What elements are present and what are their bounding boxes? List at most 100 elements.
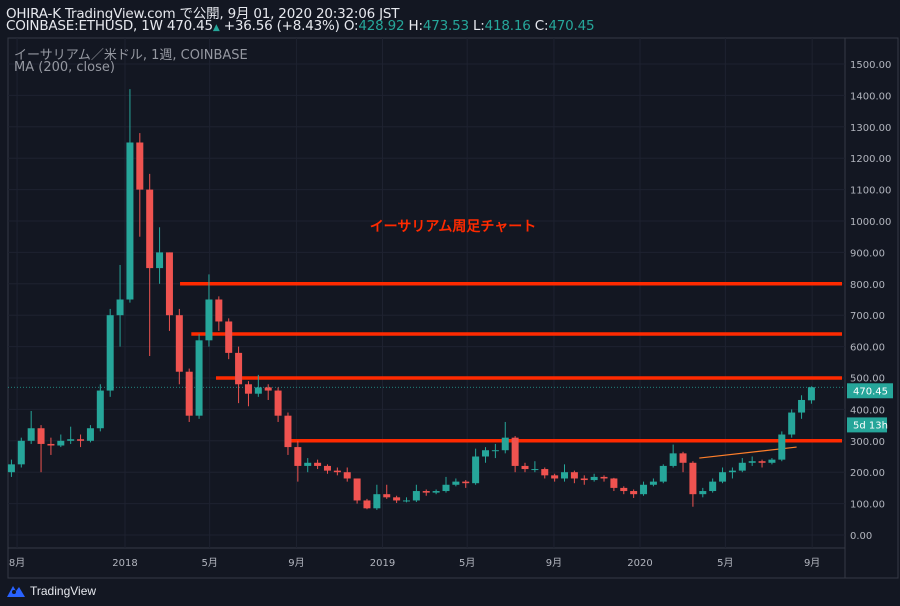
candle <box>412 484 420 503</box>
candle <box>284 412 292 455</box>
candle <box>363 498 371 510</box>
candle-body <box>37 428 45 444</box>
high-label: H: <box>408 18 424 34</box>
price-tick-label: 500.00 <box>850 373 885 384</box>
series-title[interactable]: イーサリアム／米ドル, 1週, COINBASE <box>14 48 248 63</box>
candle-body <box>353 478 361 501</box>
price-tick-label: 1500.00 <box>850 60 891 71</box>
candle <box>304 458 312 473</box>
price-change: +36.56 (+8.43%) <box>223 18 340 34</box>
candle-body <box>67 439 75 441</box>
price-tick-label: 1300.00 <box>850 123 891 134</box>
candle-body <box>244 384 252 394</box>
candle <box>146 173 154 357</box>
candle-body <box>580 478 588 481</box>
candle-body <box>719 472 727 482</box>
candle-body <box>225 321 233 353</box>
candle-body <box>106 315 114 391</box>
candle-body <box>185 371 193 416</box>
candle <box>37 425 45 473</box>
candle <box>314 459 322 470</box>
candle-body <box>610 478 618 488</box>
candle-body <box>27 428 35 441</box>
candle <box>106 308 114 397</box>
candle-body <box>689 462 697 495</box>
candle <box>57 434 65 448</box>
time-tick-label: 5月 <box>717 557 733 569</box>
candle-body <box>7 464 15 473</box>
candle <box>77 434 85 448</box>
price-tick-label: 1400.00 <box>850 91 891 102</box>
candle <box>67 426 75 444</box>
candle-body <box>402 500 410 502</box>
candle <box>649 478 657 487</box>
candle-body <box>373 494 381 509</box>
candle <box>86 425 94 443</box>
price-tick-label: 0.00 <box>850 531 872 542</box>
candle <box>501 421 509 454</box>
candle-body <box>758 461 766 463</box>
price-tick-label: 100.00 <box>850 500 885 511</box>
candle <box>333 467 341 476</box>
candle-body <box>363 500 371 509</box>
candle-body <box>314 462 322 466</box>
candle-body <box>442 484 450 492</box>
candle-body <box>264 387 272 391</box>
symbol-price: COINBASE:ETHUSD, 1W 470.45 <box>6 18 213 34</box>
candle <box>462 480 470 488</box>
candle <box>798 395 806 419</box>
price-tick-label: 400.00 <box>850 405 885 416</box>
candle <box>47 437 55 455</box>
candle <box>738 458 746 473</box>
symbol-quote-line: COINBASE:ETHUSD, 1W 470.45▲ +36.56 (+8.4… <box>6 18 595 34</box>
tradingview-logo-icon <box>7 586 25 597</box>
chart-annotation: イーサリアム周足チャート <box>370 219 537 235</box>
candle-body <box>620 487 628 492</box>
candle <box>541 467 549 479</box>
candle <box>165 252 173 331</box>
time-tick-label: 9月 <box>804 557 820 569</box>
low-value: 418.16 <box>484 18 531 34</box>
candle <box>699 487 707 498</box>
candles <box>7 89 815 510</box>
countdown-label: 5d 13h <box>853 420 888 431</box>
candle <box>521 462 529 473</box>
candle <box>116 264 124 347</box>
annotation-lines <box>180 282 842 459</box>
candle <box>274 387 282 422</box>
candle-body <box>561 472 569 479</box>
candle <box>630 489 638 498</box>
candle <box>442 476 450 493</box>
candle-body <box>531 469 539 471</box>
candle <box>511 436 519 473</box>
candle <box>472 448 480 485</box>
candle-body <box>284 415 292 448</box>
candle-body <box>165 252 173 316</box>
candle <box>748 456 756 466</box>
open-value: 428.92 <box>358 18 405 34</box>
indicator-label[interactable]: MA (200, close) <box>14 60 115 75</box>
candle <box>551 473 559 482</box>
candle <box>195 334 203 419</box>
candle-body <box>235 352 243 385</box>
candle-body <box>669 453 677 466</box>
candle-body <box>768 459 776 463</box>
candle <box>156 227 164 284</box>
candle <box>482 447 489 463</box>
publish-info: OHIRA-K TradingView.com で公開, 9月 01, 2020… <box>6 6 400 22</box>
brand-name: TradingView <box>30 584 97 598</box>
candle-body <box>640 484 648 495</box>
candle-body <box>333 470 341 473</box>
candle-body <box>738 462 746 471</box>
candle-body <box>57 440 65 446</box>
candle <box>215 296 223 331</box>
candle <box>323 464 331 474</box>
candle <box>778 431 786 462</box>
candle-body <box>294 447 302 466</box>
candle-body <box>126 142 134 300</box>
candle <box>709 478 717 493</box>
candle <box>422 489 430 496</box>
candle-body <box>146 189 154 269</box>
candle <box>17 437 25 468</box>
